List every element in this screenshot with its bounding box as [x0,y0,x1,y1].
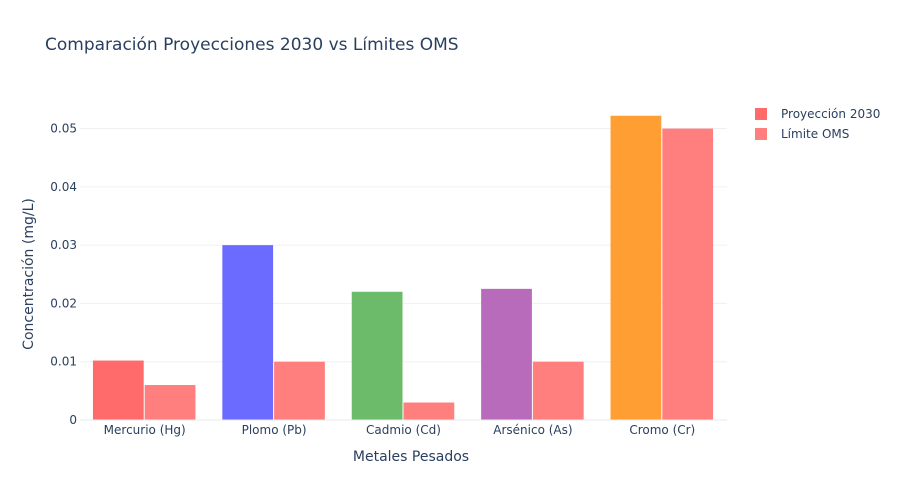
y-tick-labels: 0 0.01 0.02 0.03 0.04 0.05 [50,122,77,427]
x-tick-label: Cadmio (Cd) [366,423,441,437]
bar-proyeccion-0[interactable] [92,360,144,420]
x-tick-labels: Mercurio (Hg) Plomo (Pb) Cadmio (Cd) Arséni… [104,423,696,437]
bar-proyeccion-1[interactable] [222,245,274,420]
y-tick-label: 0.02 [50,296,77,310]
y-axis-title: Concentración (mg/L) [21,198,37,350]
y-tick-label: 0.05 [50,122,77,136]
legend-label[interactable]: Proyección 2030 [781,107,880,121]
bar-limite-3[interactable] [532,361,584,420]
x-tick-label: Plomo (Pb) [242,423,307,437]
legend-label[interactable]: Límite OMS [781,127,849,141]
legend-swatch[interactable] [755,108,767,120]
bar-limite-2[interactable] [403,402,455,420]
bar-limite-1[interactable] [274,361,325,420]
legend-swatch[interactable] [755,128,767,140]
y-tick-label: 0.03 [50,238,77,252]
x-tick-label: Cromo (Cr) [629,423,695,437]
x-tick-label: Mercurio (Hg) [104,423,186,437]
x-tick-label: Arsénico (As) [493,423,572,437]
bar-proyeccion-2[interactable] [351,291,403,420]
y-tick-label: 0.01 [50,355,77,369]
y-tick-label: 0.04 [50,180,77,194]
bar-proyeccion-4[interactable] [610,115,662,420]
y-tick-label: 0 [69,413,77,427]
bars [92,115,714,420]
chart-title: Comparación Proyecciones 2030 vs Límites… [45,35,459,55]
legend: Proyección 2030 Límite OMS [755,107,880,141]
bar-limite-4[interactable] [662,128,714,420]
bar-limite-0[interactable] [144,385,196,420]
bar-proyeccion-3[interactable] [481,288,532,420]
x-axis-title: Metales Pesados [353,449,469,465]
